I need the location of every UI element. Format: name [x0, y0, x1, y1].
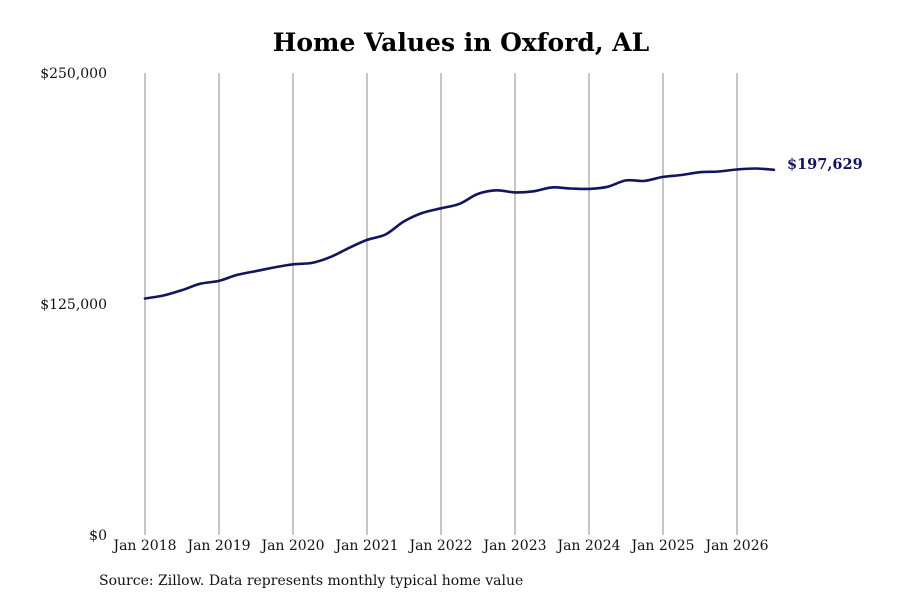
x-tick-label: Jan 2021: [333, 538, 398, 554]
x-tick-label: Jan 2020: [259, 538, 324, 554]
end-value-label: $197,629: [787, 156, 863, 173]
x-axis: Jan 2018 Jan 2019 Jan 2020 Jan 2021 Jan 2022…: [111, 538, 768, 554]
series: $197,629: [143, 156, 863, 300]
y-tick-label: $250,000: [40, 66, 107, 82]
x-tick-label: Jan 2023: [481, 538, 546, 554]
chart-title: Home Values in Oxford, AL: [272, 28, 650, 57]
x-tick-label: Jan 2019: [185, 538, 250, 554]
x-tick-label: Jan 2025: [629, 538, 694, 554]
x-tick-label: Jan 2018: [111, 538, 176, 554]
x-tick-label: Jan 2022: [407, 538, 472, 554]
y-tick-label: $0: [89, 528, 107, 544]
x-tick-label: Jan 2024: [555, 538, 620, 554]
x-tick-label: Jan 2026: [703, 538, 768, 554]
source-note: Source: Zillow. Data represents monthly …: [99, 573, 524, 589]
y-axis: $0 $125,000 $250,000: [40, 66, 107, 544]
gridlines: [144, 73, 738, 535]
series-line: [143, 167, 776, 300]
y-tick-label: $125,000: [40, 297, 107, 313]
